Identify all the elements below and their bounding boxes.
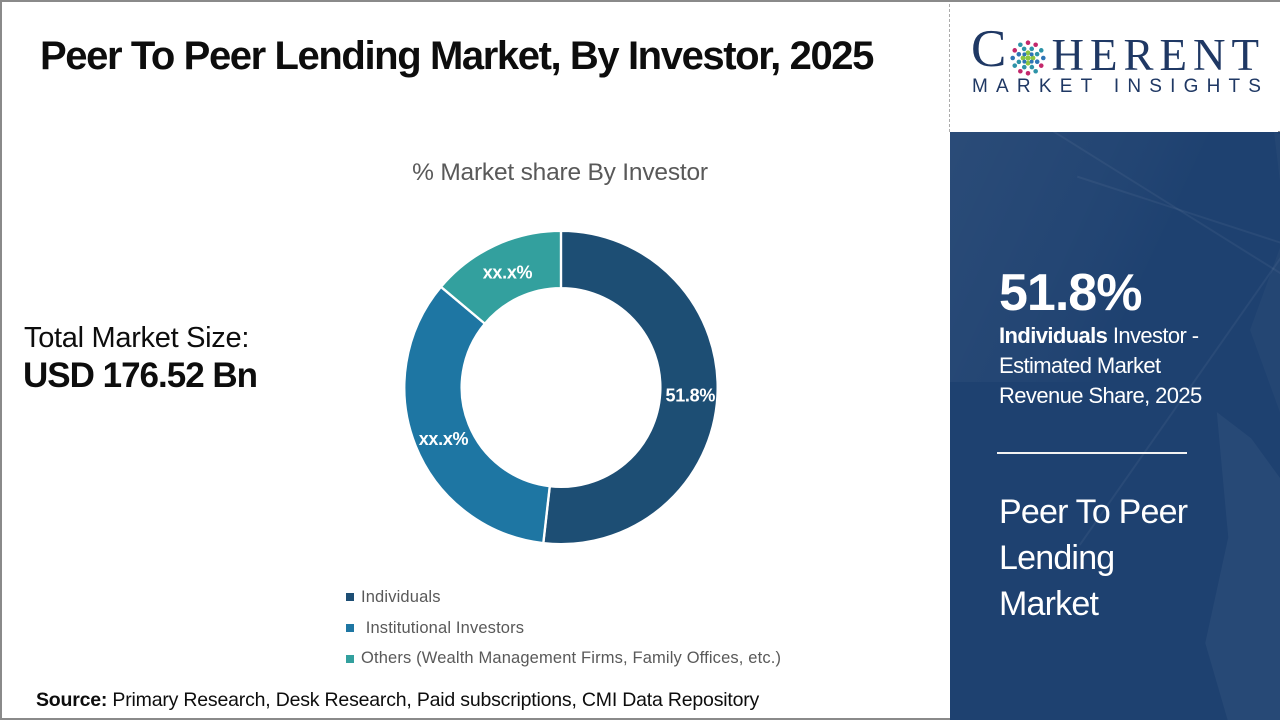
svg-text:xx.x%: xx.x% (419, 429, 469, 449)
svg-text:51.8%: 51.8% (666, 385, 716, 405)
svg-text:xx.x%: xx.x% (483, 262, 533, 282)
